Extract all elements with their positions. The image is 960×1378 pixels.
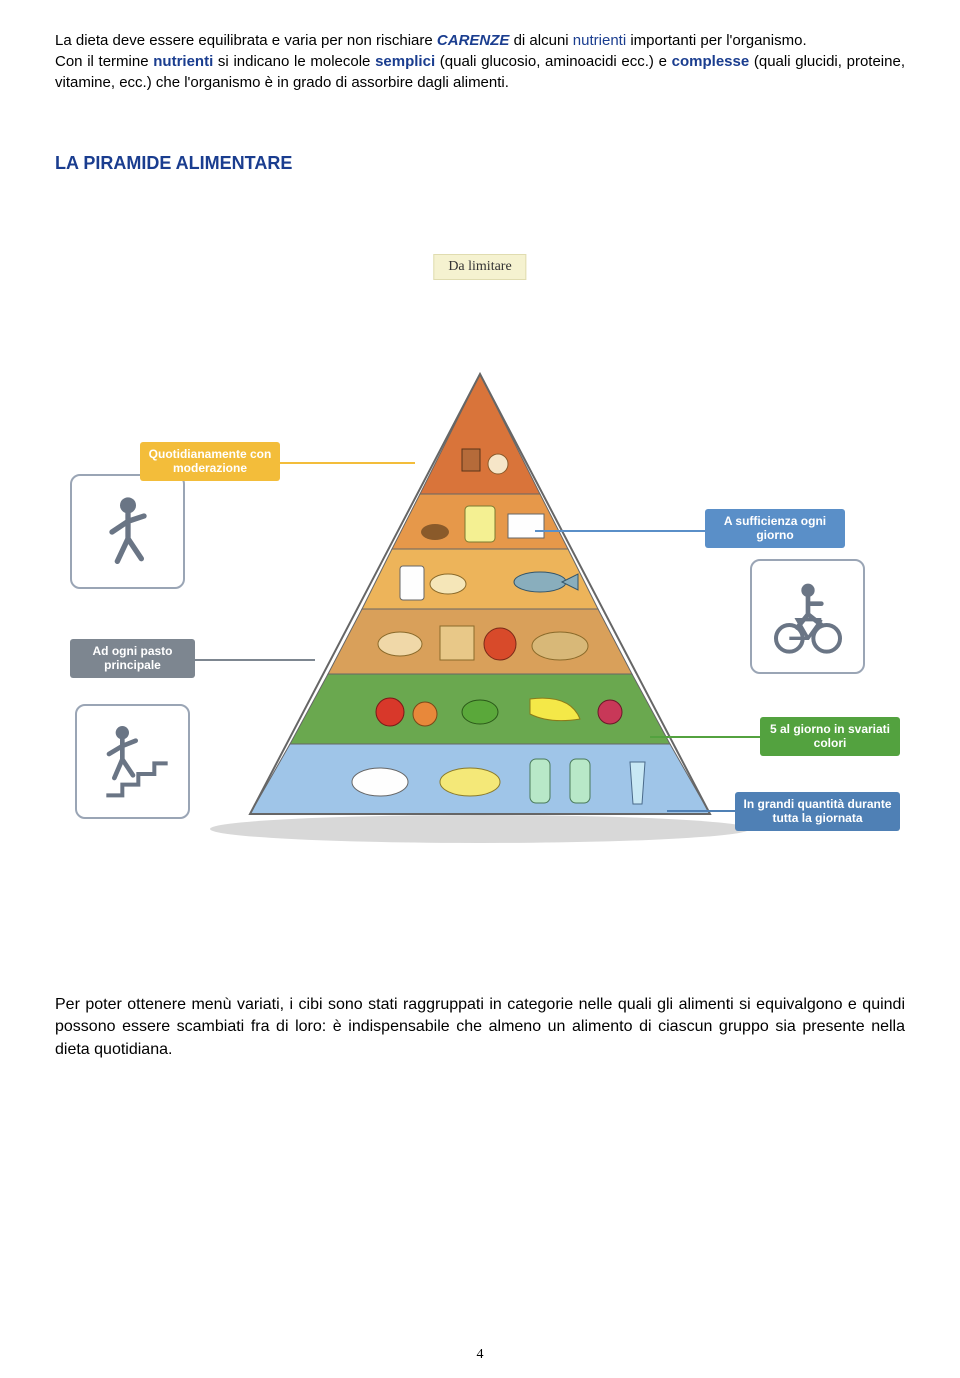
walk-icon	[70, 474, 185, 589]
connector-line	[280, 462, 415, 464]
closing-paragraph: Per poter ottenere menù variati, i cibi …	[55, 994, 905, 1061]
intro-t1: La dieta deve essere equilibrata e varia…	[55, 32, 437, 49]
page-number: 4	[477, 1347, 484, 1363]
semplici-word: semplici	[375, 53, 435, 70]
label-quotidianamente: Quotidianamente con moderazione	[140, 442, 280, 481]
nutrienti-word-2: nutrienti	[153, 53, 213, 70]
nutrienti-word-1: nutrienti	[573, 32, 626, 49]
da-limitare-label: Da limitare	[433, 254, 526, 280]
intro-t3: importanti per l'organismo.	[626, 32, 806, 49]
pyramid-layer-1	[420, 374, 540, 494]
intro-t6: (quali glucosio, aminoacidi ecc.) e	[435, 53, 672, 70]
connector-line	[650, 736, 760, 738]
connector-line	[535, 530, 705, 532]
intro-t4: Con il termine	[55, 53, 153, 70]
complesse-word: complesse	[672, 53, 750, 70]
intro-t5: si indicano le molecole	[213, 53, 375, 70]
connector-line	[195, 659, 315, 661]
pyramid-svg	[200, 314, 760, 844]
label-grandi-quantita: In grandi quantità durante tutta la gior…	[735, 792, 900, 831]
intro-t2: di alcuni	[509, 32, 572, 49]
section-title: LA PIRAMIDE ALIMENTARE	[55, 153, 905, 174]
label-sufficienza: A sufficienza ogni giorno	[705, 509, 845, 548]
carenze-word: CARENZE	[437, 32, 510, 49]
stairs-icon	[75, 704, 190, 819]
bike-icon	[750, 559, 865, 674]
pyramid-diagram: Da limitare	[55, 214, 905, 934]
connector-line	[667, 810, 742, 812]
label-5-giorno: 5 al giorno in svariati colori	[760, 717, 900, 756]
label-pasto-principale: Ad ogni pasto principale	[70, 639, 195, 678]
intro-paragraph: La dieta deve essere equilibrata e varia…	[55, 30, 905, 93]
